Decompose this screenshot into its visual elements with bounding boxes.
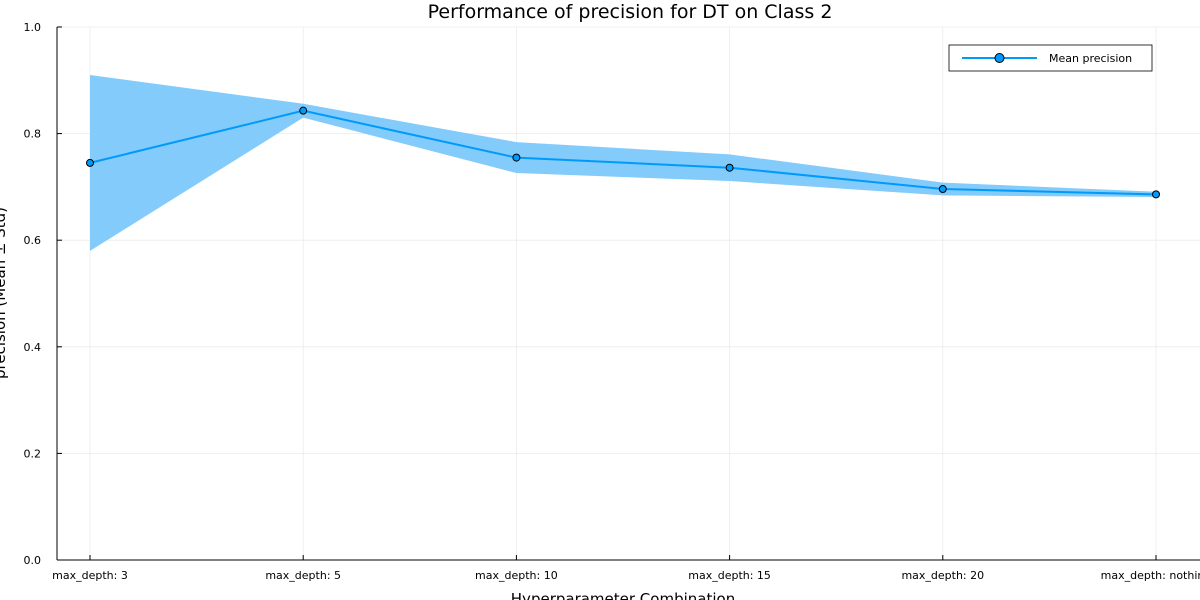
data-point [86, 158, 94, 167]
data-points [86, 106, 1160, 199]
chart-title: Performance of precision for DT on Class… [428, 1, 833, 23]
legend-marker-swatch [994, 53, 1005, 63]
x-ticks: max_depth: 3 max_depth: 5 max_depth: 10 max… [52, 555, 1200, 582]
y-tick-label: 0.2 [24, 447, 42, 460]
x-tick-label: max_depth: 5 [265, 569, 341, 582]
y-ticks: 0.0 0.2 0.4 0.6 0.8 1.0 [24, 21, 62, 567]
data-point [725, 163, 734, 172]
data-point [299, 106, 308, 115]
y-tick-label: 0.6 [24, 234, 42, 247]
x-tick-label: max_depth: 10 [475, 569, 558, 582]
data-point [1152, 190, 1160, 199]
x-axis-label: Hyperparameter Combination [511, 590, 735, 600]
legend: Mean precision [948, 44, 1153, 72]
x-tick-label: max_depth: nothing [1101, 569, 1200, 582]
y-tick-label: 0.4 [24, 341, 42, 354]
data-point [512, 153, 521, 162]
x-tick-label: max_depth: 3 [52, 569, 128, 582]
x-tick-label: max_depth: 20 [901, 569, 984, 582]
y-tick-label: 0.0 [24, 554, 42, 567]
y-tick-label: 1.0 [24, 21, 42, 34]
axes [56, 27, 1200, 561]
mean-line [89, 109, 1157, 196]
y-tick-label: 0.8 [24, 128, 42, 141]
data-point [938, 185, 947, 194]
x-tick-label: max_depth: 15 [688, 569, 771, 582]
legend-label: Mean precision [1049, 52, 1132, 65]
y-axis-label: precision (Mean ± Std) [0, 207, 9, 379]
